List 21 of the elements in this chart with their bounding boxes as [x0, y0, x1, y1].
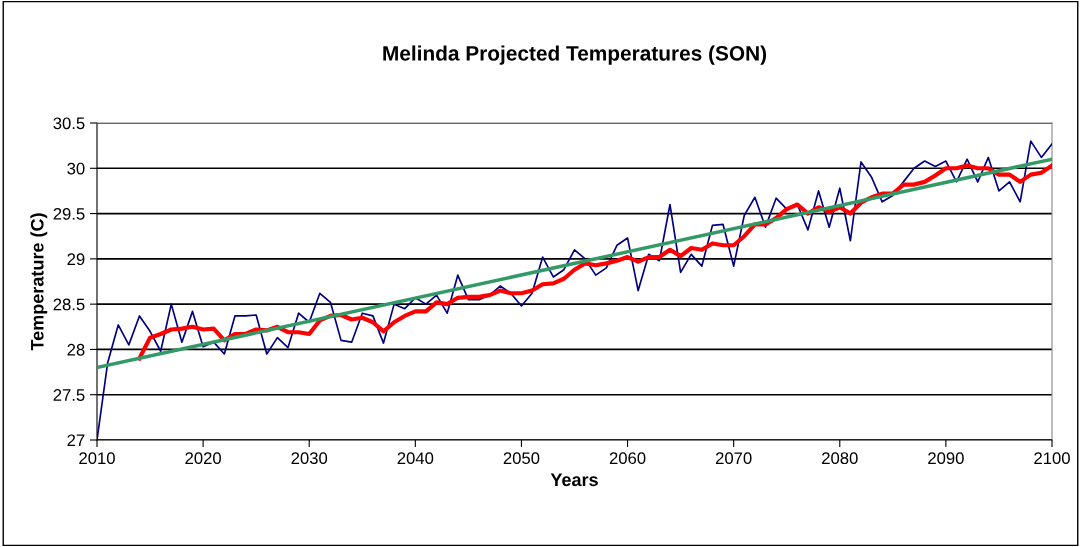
x-tick-label: 2050 [503, 452, 540, 465]
y-tick-label: 29.5 [53, 207, 85, 220]
y-tick-label: 27 [67, 434, 85, 447]
y-tick-label: 29 [67, 253, 85, 266]
x-tick-label: 2060 [609, 452, 646, 465]
x-tick-label: 2090 [928, 452, 964, 465]
y-tick-label: 28 [67, 343, 85, 356]
x-tick-label: 2070 [715, 452, 752, 465]
x-tick-label: 2040 [397, 452, 434, 465]
x-tick-label: 2010 [79, 452, 115, 465]
y-tick-label: 28.5 [53, 298, 85, 311]
x-tick-label: 2080 [822, 452, 858, 465]
y-axis-title: Temperature (C) [30, 213, 48, 351]
y-tick-label: 30.5 [53, 117, 85, 130]
y-tick-label: 30 [67, 162, 85, 175]
x-tick-label: 2030 [291, 452, 328, 465]
chart-title: Melinda Projected Temperatures (SON) [383, 45, 767, 65]
y-tick-label: 27.5 [53, 389, 85, 401]
x-tick-label: 2100 [1034, 452, 1070, 465]
x-tick-label: 2020 [185, 452, 221, 465]
x-axis-title: Years [550, 473, 598, 487]
